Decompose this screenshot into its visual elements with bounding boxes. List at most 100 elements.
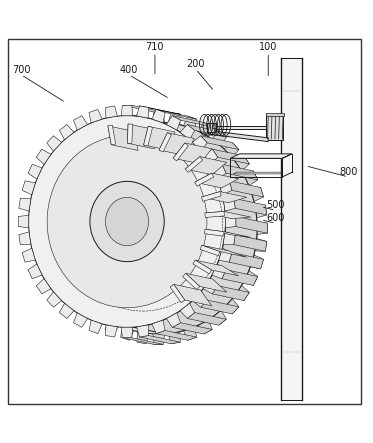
Polygon shape [163,123,199,132]
Polygon shape [192,142,228,153]
Polygon shape [223,198,235,211]
Polygon shape [198,319,212,334]
Ellipse shape [137,204,180,253]
Polygon shape [168,332,180,344]
Polygon shape [170,284,185,303]
Polygon shape [203,154,238,165]
Polygon shape [196,146,231,157]
Polygon shape [212,264,226,279]
Polygon shape [122,105,163,112]
Polygon shape [128,124,155,149]
Polygon shape [212,286,250,300]
Polygon shape [222,246,254,257]
Polygon shape [185,136,220,146]
Polygon shape [192,292,207,307]
Polygon shape [244,271,258,285]
Polygon shape [206,158,241,170]
Polygon shape [19,232,31,245]
Polygon shape [89,109,102,123]
Polygon shape [229,253,264,269]
Polygon shape [36,279,51,294]
Polygon shape [201,300,239,314]
Polygon shape [137,113,149,125]
Polygon shape [223,232,235,245]
Polygon shape [60,171,74,186]
Polygon shape [220,187,253,199]
Polygon shape [236,217,267,233]
Text: 800: 800 [339,167,357,177]
Polygon shape [18,215,29,228]
Ellipse shape [29,116,226,327]
Polygon shape [206,280,241,291]
Ellipse shape [106,197,148,246]
Polygon shape [36,149,51,164]
Polygon shape [137,332,149,344]
Polygon shape [205,229,251,237]
Polygon shape [218,182,252,194]
Polygon shape [180,124,195,140]
Polygon shape [108,126,138,151]
Polygon shape [91,131,106,146]
Polygon shape [195,173,214,186]
Polygon shape [211,167,246,179]
Polygon shape [185,157,203,172]
Polygon shape [226,219,257,231]
Polygon shape [225,224,257,236]
Polygon shape [59,303,74,319]
Polygon shape [224,299,239,314]
Polygon shape [144,126,175,151]
Polygon shape [106,106,117,118]
Polygon shape [122,338,163,344]
Polygon shape [68,285,82,300]
Polygon shape [219,181,232,195]
Polygon shape [225,229,257,242]
Text: 710: 710 [146,43,164,52]
Polygon shape [144,126,153,146]
Polygon shape [176,311,212,320]
Ellipse shape [212,125,217,128]
Polygon shape [203,285,238,295]
Polygon shape [156,109,197,119]
Polygon shape [166,116,181,130]
Polygon shape [163,318,199,327]
Polygon shape [59,124,74,140]
Polygon shape [244,171,258,186]
Polygon shape [137,325,149,337]
Polygon shape [121,327,133,338]
Polygon shape [225,214,257,225]
Polygon shape [137,106,149,118]
Polygon shape [195,173,239,188]
Polygon shape [187,124,226,137]
Polygon shape [153,322,189,330]
Polygon shape [234,235,267,251]
Polygon shape [250,187,264,202]
Polygon shape [193,260,211,274]
Polygon shape [106,325,117,337]
Polygon shape [152,320,165,334]
Polygon shape [50,222,60,234]
Polygon shape [195,260,238,276]
Polygon shape [209,163,243,174]
Polygon shape [54,255,67,269]
Polygon shape [181,132,216,142]
Polygon shape [148,118,185,126]
Polygon shape [187,313,226,325]
Polygon shape [201,192,247,203]
Polygon shape [189,301,224,311]
Polygon shape [209,130,268,142]
Polygon shape [250,255,264,269]
Polygon shape [196,293,231,303]
Polygon shape [222,164,258,180]
Polygon shape [184,327,197,340]
Polygon shape [219,248,232,262]
Polygon shape [143,325,180,333]
Polygon shape [281,58,302,400]
Polygon shape [212,131,226,146]
Polygon shape [185,157,227,175]
Text: 500: 500 [266,200,285,210]
Polygon shape [224,143,239,158]
Polygon shape [218,256,252,268]
Polygon shape [205,211,251,219]
Polygon shape [189,139,224,149]
Polygon shape [173,143,188,161]
